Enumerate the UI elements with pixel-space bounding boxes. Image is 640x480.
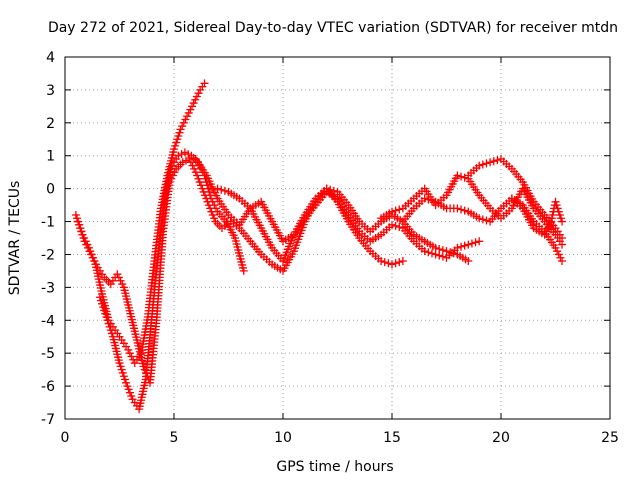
plot-frame	[64, 56, 611, 420]
chart-title: Day 272 of 2021, Sidereal Day-to-day VTE…	[48, 20, 618, 36]
data-point	[322, 184, 331, 193]
data-point-fill	[424, 248, 433, 257]
data-point-fill	[457, 205, 466, 214]
y-tick-label: 3	[46, 83, 55, 99]
data-point	[464, 240, 473, 249]
data-point-fill	[457, 242, 466, 251]
data-point-fill	[384, 259, 393, 268]
data-point-fill	[217, 185, 226, 194]
x-axis-label: GPS time / hours	[276, 459, 393, 475]
data-point-fill	[427, 249, 436, 258]
data-point-fill	[478, 160, 487, 169]
data-point-fill	[460, 241, 469, 250]
y-tick-label: -7	[41, 412, 55, 428]
x-tick-label: 5	[170, 430, 179, 446]
data-point	[475, 214, 484, 223]
axis-ticks: 0 5 10 15 20 25 -7 -6 -5 -4 -3 -2 -1 0 1 2 3 4	[41, 50, 619, 446]
data-point-fill	[395, 258, 404, 267]
data-point	[388, 260, 396, 269]
data-point	[388, 220, 396, 229]
data-point-fill	[435, 244, 444, 253]
data-point-fill	[326, 185, 335, 194]
data-point-fill	[467, 239, 476, 248]
y-tick-label: -1	[41, 215, 55, 231]
data-point-fill	[489, 157, 498, 166]
y-tick-label: -3	[41, 280, 55, 296]
data-point	[420, 247, 429, 256]
data-point-fill	[395, 205, 404, 214]
x-tick-label: 15	[383, 430, 401, 446]
data-point-fill	[220, 186, 229, 195]
data-point-fill	[391, 259, 400, 268]
data-point-fill	[438, 246, 447, 255]
data-point-fill	[493, 156, 502, 165]
data-point	[453, 204, 462, 213]
data-point	[486, 158, 495, 167]
data-point	[475, 237, 484, 246]
data-point	[464, 257, 473, 266]
data-point-fill	[482, 216, 491, 225]
data-point-fill	[395, 223, 404, 232]
data-point-fill	[380, 258, 389, 267]
x-tick-label: 0	[61, 430, 70, 446]
x-tick-label: 25	[601, 430, 619, 446]
data-point-fill	[329, 186, 338, 195]
y-tick-label: 1	[46, 149, 55, 165]
data-point	[475, 161, 484, 170]
data-point-fill	[446, 248, 455, 257]
data-point-fill	[424, 195, 433, 204]
x-tick-label: 20	[492, 430, 510, 446]
y-tick-label: -6	[41, 379, 55, 395]
data-point-fill	[482, 159, 491, 168]
series-track-7	[398, 194, 567, 266]
data-point-fill	[457, 172, 466, 181]
series-track-1	[71, 79, 209, 368]
data-point	[558, 234, 567, 242]
x-tick-label: 10	[274, 430, 292, 446]
data-point	[388, 207, 396, 216]
series-track-5	[213, 184, 473, 266]
y-tick-label: 0	[46, 182, 55, 198]
series-track-9	[507, 194, 567, 239]
data-marks	[71, 79, 567, 414]
data-point	[420, 194, 429, 203]
data-point-fill	[449, 249, 458, 258]
data-point-fill	[427, 196, 436, 205]
data-point-fill	[471, 238, 480, 247]
data-point-fill	[391, 221, 400, 230]
data-point	[442, 247, 451, 256]
data-point	[377, 257, 386, 266]
data-point	[558, 257, 567, 266]
series-track-3	[74, 155, 407, 387]
y-tick-label: -2	[41, 247, 55, 263]
data-point-fill	[391, 206, 400, 215]
data-point	[239, 266, 248, 275]
data-point	[558, 217, 567, 226]
data-point	[398, 257, 407, 266]
data-point-fill	[460, 206, 469, 215]
y-axis-label: SDTVAR / TECUs	[7, 181, 23, 296]
y-tick-label: 2	[46, 116, 55, 132]
data-point	[213, 184, 222, 193]
data-point-fill	[478, 215, 487, 224]
data-point	[453, 171, 462, 180]
y-tick-label: -5	[41, 346, 55, 362]
y-tick-label: 4	[46, 50, 55, 66]
y-tick-label: -4	[41, 313, 55, 329]
data-point	[431, 243, 440, 252]
data-point	[200, 79, 209, 88]
